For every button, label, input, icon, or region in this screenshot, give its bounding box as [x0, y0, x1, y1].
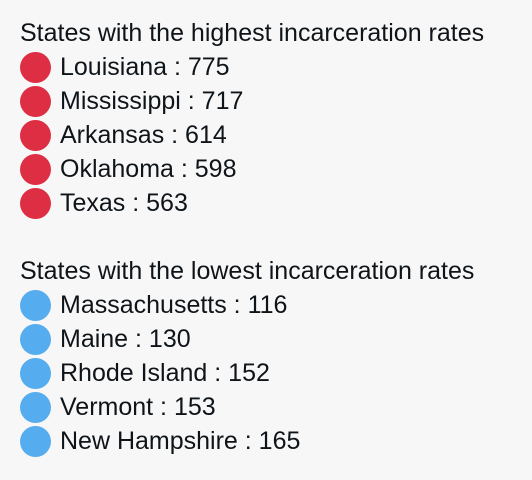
highest-rates-section: States with the highest incarceration ra… [20, 16, 484, 220]
list-item: Mississippi : 717 [20, 84, 484, 118]
red-circle-icon [20, 187, 51, 219]
list-item-label: Massachusetts : 116 [60, 291, 288, 319]
list-item-label: Texas : 563 [60, 189, 188, 217]
highest-rates-heading: States with the highest incarceration ra… [20, 19, 485, 47]
red-circle-icon [20, 153, 51, 185]
lowest-rates-heading: States with the lowest incarceration rat… [20, 257, 475, 285]
blue-circle-icon [20, 357, 51, 389]
red-circle-icon [20, 85, 51, 117]
list-item-label: Oklahoma : 598 [60, 155, 237, 183]
blue-circle-icon [20, 391, 51, 423]
list-item: Maine : 130 [20, 322, 474, 356]
list-item: Rhode Island : 152 [20, 356, 474, 390]
list-item-label: Rhode Island : 152 [60, 359, 270, 387]
list-item: Louisiana : 775 [20, 50, 484, 84]
blue-circle-icon [20, 425, 51, 457]
list-item: Oklahoma : 598 [20, 152, 484, 186]
list-item: Vermont : 153 [20, 390, 474, 424]
list-item-label: Arkansas : 614 [60, 121, 227, 149]
list-item: Massachusetts : 116 [20, 288, 474, 322]
list-item: Arkansas : 614 [20, 118, 484, 152]
lowest-rates-section: States with the lowest incarceration rat… [20, 254, 474, 458]
list-item-label: New Hampshire : 165 [60, 427, 301, 455]
list-item-label: Mississippi : 717 [60, 87, 244, 115]
red-circle-icon [20, 51, 51, 83]
red-circle-icon [20, 119, 51, 151]
blue-circle-icon [20, 289, 51, 321]
list-item-label: Louisiana : 775 [60, 53, 230, 81]
list-item-label: Vermont : 153 [60, 393, 216, 421]
list-item: Texas : 563 [20, 186, 484, 220]
list-item-label: Maine : 130 [60, 325, 191, 353]
blue-circle-icon [20, 323, 51, 355]
list-item: New Hampshire : 165 [20, 424, 474, 458]
